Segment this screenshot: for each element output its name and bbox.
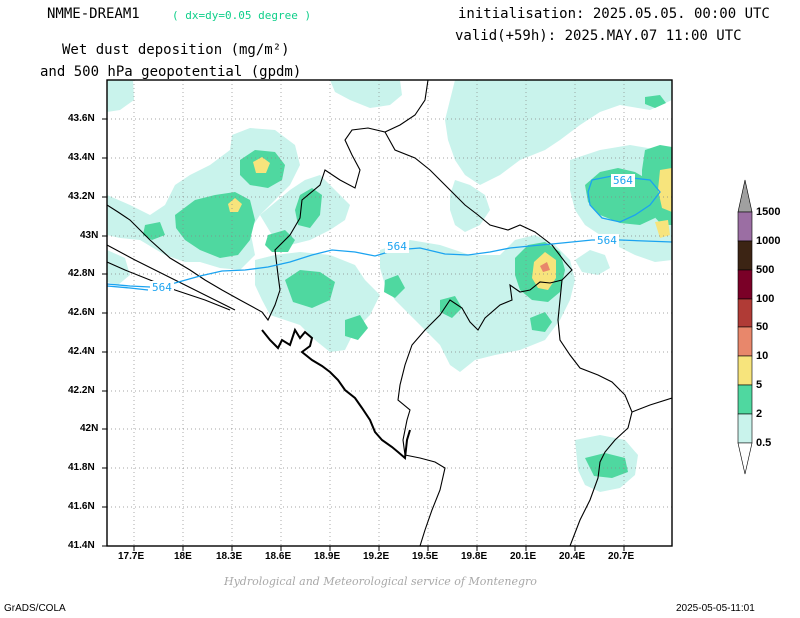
- title-line-2: and 500 hPa geopotential (gpdm): [40, 64, 302, 80]
- contour-label: 564: [152, 281, 172, 294]
- y-tick-label: 41.4N: [68, 540, 95, 551]
- y-tick-label: 42.8N: [68, 268, 95, 279]
- legend-bottom-arrow: [737, 442, 753, 475]
- x-tick-label: 18E: [174, 551, 192, 562]
- legend-label: 0.5: [756, 437, 772, 449]
- contour-label-group: [150, 174, 635, 294]
- x-tick-label: 18.3E: [216, 551, 243, 562]
- y-tick-label: 41.8N: [68, 462, 95, 473]
- legend-swatch-10: [737, 326, 753, 357]
- legend-label: 100: [756, 293, 775, 305]
- coastline: [261, 327, 411, 460]
- x-tick-label: 19.2E: [363, 551, 390, 562]
- legend-swatch-1000: [737, 211, 753, 242]
- credit-text: Hydrological and Meteorological service …: [224, 575, 537, 588]
- legend-swatch-5: [737, 355, 753, 386]
- timestamp-label: 2025-05-05-11:01: [676, 603, 755, 614]
- grid-lines: [107, 80, 672, 546]
- x-tick-label: 19.5E: [412, 551, 439, 562]
- y-tick-label: 42.4N: [68, 346, 95, 357]
- contour-label: 564: [597, 234, 617, 247]
- legend-label: 2: [756, 408, 763, 420]
- contour-label: 564: [613, 174, 633, 187]
- init-time: initialisation: 2025.05.05. 00:00 UTC: [458, 6, 770, 22]
- title-line-1: Wet dust deposition (mg/m²): [62, 42, 290, 58]
- legend-label: 1000: [756, 235, 781, 247]
- y-tick-label: 42.2N: [68, 385, 95, 396]
- x-tick-label: 19.8E: [461, 551, 488, 562]
- legend-top-arrow: [737, 179, 753, 213]
- legend-label: 5: [756, 379, 763, 391]
- x-tick-label: 18.6E: [265, 551, 292, 562]
- legend-label: 1500: [756, 206, 781, 218]
- legend-label: 500: [756, 264, 775, 276]
- legend-swatch-500: [737, 240, 753, 271]
- legend-colorbar: [737, 179, 753, 475]
- x-tick-label: 18.9E: [314, 551, 341, 562]
- x-tick-label: 20.7E: [608, 551, 635, 562]
- contour-label: 564: [387, 240, 407, 253]
- resolution-label: ( dx=dy=0.05 degree ): [172, 9, 312, 22]
- deposition-field: [107, 80, 672, 546]
- y-tick-label: 41.6N: [68, 501, 95, 512]
- y-tick-label: 42N: [80, 423, 99, 434]
- y-tick-label: 43.6N: [68, 113, 95, 124]
- valid-time: valid(+59h): 2025.MAY.07 11:00 UTC: [455, 28, 742, 44]
- y-tick-label: 42.6N: [68, 307, 95, 318]
- model-title: NMME-DREAM1: [47, 6, 140, 22]
- legend-label: 10: [756, 350, 769, 362]
- x-tick-label: 17.7E: [118, 551, 145, 562]
- legend-swatch-2: [737, 384, 753, 415]
- y-tick-label: 43.4N: [68, 152, 95, 163]
- deposition-peak: [540, 262, 550, 272]
- y-tick-label: 43N: [80, 230, 99, 241]
- x-tick-label: 20.4E: [559, 551, 586, 562]
- legend-swatch-0-5: [737, 413, 753, 444]
- tick-marks: [102, 118, 625, 551]
- legend-label: 50: [756, 321, 769, 333]
- legend-swatch-100: [737, 269, 753, 300]
- legend-swatch-50: [737, 298, 753, 328]
- x-tick-label: 20.1E: [510, 551, 537, 562]
- software-label: GrADS/COLA: [4, 603, 66, 614]
- country-borders: [107, 80, 672, 546]
- y-tick-label: 43.2N: [68, 191, 95, 202]
